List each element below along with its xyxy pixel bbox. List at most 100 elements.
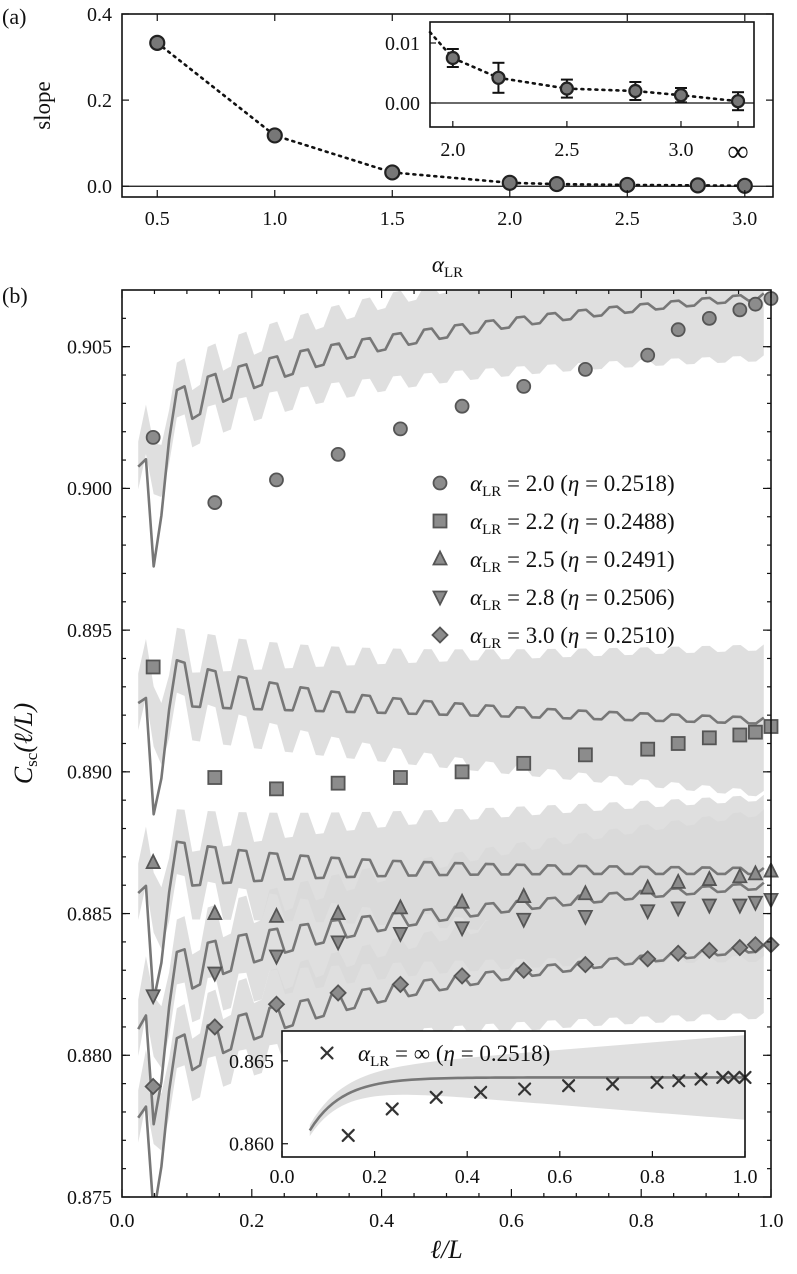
- legend-alpha: α: [470, 585, 483, 610]
- panel-b-ticks: 0.0 0.2 0.4 0.6 0.8 1.0 0.875 0.880 0.885 0.890 0.…: [67, 290, 784, 1232]
- inset-a-background: [430, 22, 754, 127]
- b-ytick-label: 0.895: [67, 620, 112, 642]
- series-3.0-point: [576, 955, 595, 974]
- series-2.8-point: [145, 989, 162, 1006]
- series-2.2-point: [330, 775, 346, 791]
- series-2.0-point: [145, 429, 161, 445]
- series-2.0-point: [701, 310, 717, 326]
- a-xtick-label: 2.5: [615, 208, 640, 230]
- legend-value: = 2.0 (: [501, 471, 568, 496]
- panel-b-ylabel-sub: sc: [22, 752, 41, 767]
- panel-a-inset: 2.0 2.5 3.0 ∞ 0.00 0.01: [385, 21, 755, 168]
- inset-b-point: [518, 1082, 532, 1096]
- series-2.0-point: [269, 472, 284, 488]
- panel-b-legend: αLR = 2.0 (η = 0.2518)αLR = 2.2 (η = 0.2…: [431, 471, 675, 652]
- series-2.2-point: [454, 764, 470, 780]
- series-2.0-point: [732, 302, 748, 318]
- series-3.0-point: [638, 950, 657, 968]
- panel-a-frame: [121, 13, 774, 198]
- panel-a: (a) 0.5 1.0 1.5 2.0 2.5 3.0 0.0 0.2 0.4 slope αL…: [2, 4, 774, 281]
- inset-a-xtick-label: ∞: [727, 135, 748, 168]
- legend-2.2-marker: [432, 513, 448, 529]
- panel-a-xlabel: αLR: [432, 252, 463, 281]
- legend-alpha: α: [470, 623, 483, 648]
- legend-value: = 2.8 (: [501, 585, 568, 610]
- inset-a-point: [445, 50, 460, 66]
- b-xtick-label: 0.8: [629, 1210, 654, 1232]
- legend-2.8-label: αLR = 2.8 (η = 0.2506): [470, 585, 675, 614]
- legend-alpha: α: [470, 509, 483, 534]
- series-2.5-point: [747, 864, 764, 881]
- legend-sub: LR: [482, 598, 501, 614]
- a-xtick-label: 0.5: [145, 208, 170, 230]
- series-2.0-point: [640, 347, 656, 363]
- legend-alpha: α: [470, 547, 483, 572]
- series-3.0-point: [746, 935, 765, 954]
- fits-group: [137, 292, 765, 1197]
- series-2.0-point: [454, 398, 470, 414]
- b-xtick-label: 0.4: [369, 1210, 394, 1232]
- panel-b-ylabel-main: C: [9, 766, 38, 784]
- inset-b-xtick-label: 0.4: [455, 1166, 480, 1188]
- slope-point: [619, 176, 636, 194]
- legend-3.0-label: αLR = 3.0 (η = 0.2510): [470, 623, 675, 652]
- legend-3.0-marker: [431, 626, 449, 644]
- bands-group: [138, 290, 764, 1151]
- legend-2.0-label: αLR = 2.0 (η = 0.2518): [470, 471, 675, 500]
- legend-eta-value: = 0.2488): [579, 509, 674, 534]
- series-2.2-point: [748, 724, 763, 740]
- panel-b-xlabel: ℓ/L: [430, 1235, 463, 1264]
- a-ytick-label: 0.4: [87, 4, 112, 26]
- series-2.5-point: [330, 904, 347, 920]
- legend-eta-symbol: η: [568, 471, 579, 496]
- inset-a-point: [673, 88, 689, 103]
- inset-b-xtick-label: 0.2: [362, 1166, 387, 1188]
- series-3.0-point: [731, 938, 749, 957]
- series-2.5-point: [731, 867, 748, 884]
- series-2.5-point: [515, 887, 532, 903]
- series-2.8-point: [701, 898, 718, 915]
- inset-b-xtick-label: 0.0: [270, 1166, 295, 1188]
- panel-b-inset: 0.0 0.2 0.4 0.6 0.8 1.0 0.860 0.865 αLR = ∞ (η =…: [229, 1030, 758, 1188]
- legend-2.5-label: αLR = 2.5 (η = 0.2491): [470, 547, 675, 576]
- series-2.2-band: [138, 627, 764, 797]
- inset-b-frame: [281, 1030, 746, 1158]
- series-3.0-fit: [137, 944, 765, 1197]
- inset-b-point: [716, 1070, 730, 1085]
- inset-a-point: [730, 94, 746, 109]
- panel-a-ylabel: slope: [30, 81, 55, 130]
- inset-a-xtick-label: 3.0: [668, 139, 693, 161]
- inset-legend-value: = ∞ (: [389, 1041, 443, 1066]
- inset-b-point-stroke: [727, 1070, 741, 1085]
- series-2.2-point: [393, 770, 408, 785]
- panel-b-frame: [121, 289, 772, 1198]
- inset-b-point-stroke: [385, 1102, 399, 1116]
- series-2.5-point: [268, 906, 285, 923]
- slope-point: [689, 177, 706, 194]
- series-2.8-point: [454, 921, 471, 938]
- series-2.5-point: [454, 892, 471, 909]
- inset-a-frame: [429, 21, 755, 128]
- inset-b-point: [429, 1090, 443, 1104]
- series-3.0-band: [138, 877, 764, 1151]
- b-ytick-label: 0.905: [67, 336, 112, 358]
- series-3.0-point: [391, 975, 410, 994]
- legend-eta-value: = 0.2491): [579, 547, 674, 572]
- series-2.2-point: [207, 770, 223, 785]
- legend-sub: LR: [482, 560, 501, 576]
- inset-b-point: [727, 1070, 741, 1085]
- series-2.2-fit: [137, 658, 765, 816]
- series-2.8-point: [639, 904, 656, 921]
- inset-a-xtick-label: 2.0: [440, 139, 465, 161]
- series-2.2-point: [701, 730, 717, 746]
- inset-legend-eta-value: = 0.2518): [455, 1041, 550, 1066]
- inset-a-xtick-label: 2.5: [554, 139, 579, 161]
- b-ytick-label: 0.900: [67, 478, 112, 500]
- inset-b-point-stroke: [518, 1082, 532, 1096]
- series-2.5-point: [206, 904, 223, 920]
- inset-b-point-stroke: [650, 1075, 664, 1089]
- points-group: [144, 291, 780, 1096]
- series-2.0-point: [393, 421, 408, 437]
- series-2.8-fit: [137, 881, 765, 1126]
